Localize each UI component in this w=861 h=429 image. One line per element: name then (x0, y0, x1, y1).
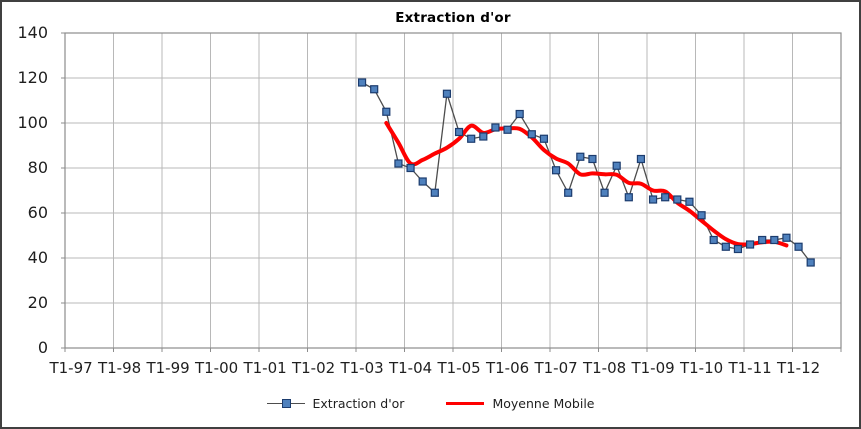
x-tick-label: T1-98 (97, 359, 142, 377)
legend-item-moyenne: Moyenne Mobile (446, 396, 595, 411)
x-tick-label: T1-99 (146, 359, 190, 377)
line-marker-legend-icon (266, 399, 305, 408)
y-tick-label: 100 (17, 113, 48, 132)
y-tick-label: 80 (27, 158, 48, 177)
x-tick-label: T1-12 (776, 359, 821, 377)
y-tick-label: 140 (17, 23, 48, 42)
y-tick-label: 60 (27, 203, 48, 222)
x-tick-label: T1-01 (243, 359, 287, 377)
y-tick-label: 40 (27, 248, 48, 267)
x-tick-label: T1-08 (582, 359, 627, 377)
x-tick-label: T1-02 (291, 359, 336, 377)
chart-title: Extraction d'or (395, 10, 511, 26)
y-tick-label: 120 (17, 68, 48, 87)
legend-item-extraction: Extraction d'or (266, 396, 405, 411)
plot-area (61, 32, 842, 352)
x-tick-label: T1-09 (631, 359, 675, 377)
x-tick-label: T1-00 (194, 359, 239, 377)
red-line-legend-icon (446, 402, 485, 405)
y-tick-label: 0 (37, 338, 48, 357)
x-tick-label: T1-03 (340, 359, 384, 377)
x-tick-label: T1-10 (679, 359, 724, 377)
x-tick-label: T1-97 (49, 359, 93, 377)
x-tick-label: T1-11 (728, 359, 772, 377)
legend: Extraction d'or Moyenne Mobile (2, 396, 859, 411)
x-tick-label: T1-06 (485, 359, 530, 377)
legend-label-moyenne: Moyenne Mobile (492, 396, 595, 411)
y-tick-label: 20 (27, 293, 48, 312)
x-tick-label: T1-07 (534, 359, 578, 377)
legend-label-extraction: Extraction d'or (312, 396, 405, 411)
x-tick-label: T1-05 (437, 359, 481, 377)
x-tick-label: T1-04 (388, 359, 433, 377)
